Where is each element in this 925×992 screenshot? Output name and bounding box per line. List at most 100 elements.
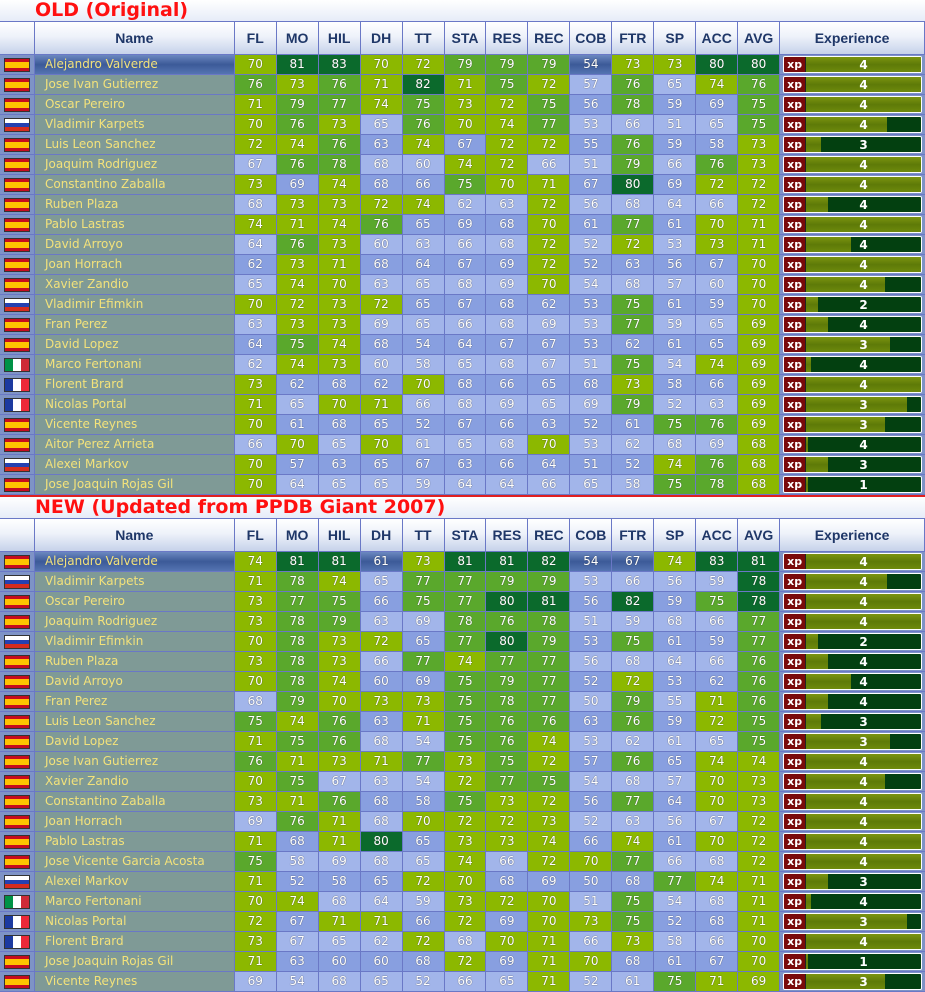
column-header-flag[interactable]: [0, 22, 35, 54]
rider-row[interactable]: Constantino Zaballa 73 69 74 68 66 75 70 71 67 80 6…: [0, 175, 925, 195]
rider-row[interactable]: David Arroyo 70 78 74 60 69 75 79 77 52 72 53 62 76 xp…: [0, 672, 925, 692]
rider-name[interactable]: Jose Joaquin Rojas Gil: [34, 475, 235, 494]
rider-row[interactable]: Nicolas Portal 72 67 71 71 66 72 69 70 73 75 52 68 71…: [0, 912, 925, 932]
rider-row[interactable]: Jose Joaquin Rojas Gil 71 63 60 60 68 72 69 71 70…: [0, 952, 925, 972]
column-header-experience[interactable]: Experience: [780, 22, 925, 54]
rider-row[interactable]: Luis Leon Sanchez 75 74 76 63 71 75 76 76 63 76 59 7…: [0, 712, 925, 732]
rider-name[interactable]: Alejandro Valverde: [34, 55, 235, 74]
rider-name[interactable]: Fran Perez: [34, 315, 235, 334]
rider-row[interactable]: Fran Perez 68 79 70 73 73 75 78 77 50 79 55 71 76 xp 4: [0, 692, 925, 712]
column-header-ftr[interactable]: FTR: [612, 519, 655, 551]
column-header-acc[interactable]: ACC: [696, 22, 739, 54]
column-header-sp[interactable]: SP: [654, 519, 697, 551]
rider-row[interactable]: Alejandro Valverde 70 81 83 70 72 79 79 79 54 73 73…: [0, 55, 925, 75]
rider-row[interactable]: Aitor Perez Arrieta 66 70 65 70 61 65 68 70 53 62 6…: [0, 435, 925, 455]
rider-row[interactable]: Xavier Zandio 65 74 70 63 65 68 69 70 54 68 57 60 70 x…: [0, 275, 925, 295]
rider-row[interactable]: Jose Joaquin Rojas Gil 70 64 65 65 59 64 64 66 65…: [0, 475, 925, 495]
rider-row[interactable]: Alexei Markov 71 52 58 65 72 70 68 69 50 68 77 74 71 x…: [0, 872, 925, 892]
rider-row[interactable]: Nicolas Portal 71 65 70 71 66 68 69 65 69 79 52 63 69…: [0, 395, 925, 415]
column-header-rec[interactable]: REC: [528, 22, 571, 54]
rider-name[interactable]: Pablo Lastras: [34, 215, 235, 234]
column-header-avg[interactable]: AVG: [738, 519, 781, 551]
column-header-hil[interactable]: HIL: [318, 22, 361, 54]
column-header-acc[interactable]: ACC: [696, 519, 739, 551]
rider-row[interactable]: Fran Perez 63 73 73 69 65 66 68 69 53 77 59 65 69 xp 4: [0, 315, 925, 335]
rider-row[interactable]: Vladimir Karpets 70 76 73 65 76 70 74 77 53 66 51 65…: [0, 115, 925, 135]
column-header-tt[interactable]: TT: [402, 519, 445, 551]
rider-name[interactable]: Joan Horrach: [34, 812, 235, 831]
rider-name[interactable]: David Lopez: [34, 335, 235, 354]
rider-row[interactable]: Jose Vicente Garcia Acosta 75 58 69 68 65 74 66…: [0, 852, 925, 872]
rider-name[interactable]: David Arroyo: [34, 235, 235, 254]
rider-name[interactable]: Fran Perez: [34, 692, 235, 711]
rider-name[interactable]: Constantino Zaballa: [34, 175, 235, 194]
rider-name[interactable]: Nicolas Portal: [34, 395, 235, 414]
rider-row[interactable]: Marco Fertonani 70 74 68 64 59 73 72 70 51 75 54 68 7…: [0, 892, 925, 912]
rider-name[interactable]: Xavier Zandio: [34, 275, 235, 294]
rider-name[interactable]: Joaquim Rodriguez: [34, 612, 235, 631]
rider-name[interactable]: Nicolas Portal: [34, 912, 235, 931]
column-header-avg[interactable]: AVG: [738, 22, 781, 54]
rider-name[interactable]: Jose Vicente Garcia Acosta: [34, 852, 235, 871]
rider-row[interactable]: Joan Horrach 62 73 71 68 64 67 69 72 52 63 56 67 70 xp…: [0, 255, 925, 275]
column-header-cob[interactable]: COB: [570, 22, 613, 54]
rider-row[interactable]: Alexei Markov 70 57 63 65 67 63 66 64 51 52 74 76 68 x…: [0, 455, 925, 475]
rider-row[interactable]: Vicente Reynes 69 54 68 65 52 66 65 71 52 61 75 71 69…: [0, 972, 925, 992]
rider-row[interactable]: Xavier Zandio 70 75 67 63 54 72 77 75 54 68 57 70 73 x…: [0, 772, 925, 792]
rider-name[interactable]: Alexei Markov: [34, 872, 235, 891]
rider-name[interactable]: Luis Leon Sanchez: [34, 712, 235, 731]
rider-name[interactable]: Constantino Zaballa: [34, 792, 235, 811]
column-header-res[interactable]: RES: [486, 22, 529, 54]
rider-name[interactable]: Aitor Perez Arrieta: [34, 435, 235, 454]
rider-row[interactable]: Vicente Reynes 70 61 68 65 52 67 66 63 52 61 75 76 69…: [0, 415, 925, 435]
rider-row[interactable]: David Lopez 64 75 74 68 54 64 67 67 53 62 61 65 69 xp 3: [0, 335, 925, 355]
rider-row[interactable]: Jose Ivan Gutierrez 76 71 73 71 77 73 75 72 57 76 6…: [0, 752, 925, 772]
rider-row[interactable]: Joaquim Rodriguez 67 76 78 68 60 74 72 66 51 79 66 7…: [0, 155, 925, 175]
rider-row[interactable]: Pablo Lastras 74 71 74 76 65 69 68 70 61 77 61 70 71 x…: [0, 215, 925, 235]
rider-row[interactable]: Oscar Pereiro 73 77 75 66 75 77 80 81 56 82 59 75 78 x…: [0, 592, 925, 612]
column-header-sp[interactable]: SP: [654, 22, 697, 54]
rider-name[interactable]: Vladimir Efimkin: [34, 632, 235, 651]
column-header-tt[interactable]: TT: [402, 22, 445, 54]
rider-name[interactable]: Pablo Lastras: [34, 832, 235, 851]
rider-row[interactable]: Marco Fertonani 62 74 73 60 58 65 68 67 51 75 54 74 6…: [0, 355, 925, 375]
rider-row[interactable]: Florent Brard 73 67 65 62 72 68 70 71 66 73 58 66 70 x…: [0, 932, 925, 952]
rider-name[interactable]: Vladimir Karpets: [34, 572, 235, 591]
rider-name[interactable]: Oscar Pereiro: [34, 592, 235, 611]
column-header-mo[interactable]: MO: [276, 519, 319, 551]
rider-name[interactable]: Florent Brard: [34, 375, 235, 394]
column-header-hil[interactable]: HIL: [318, 519, 361, 551]
rider-row[interactable]: Ruben Plaza 68 73 73 72 74 62 63 72 56 68 64 66 72 xp 4: [0, 195, 925, 215]
column-header-fl[interactable]: FL: [234, 519, 277, 551]
rider-row[interactable]: Jose Ivan Gutierrez 76 73 76 71 82 71 75 72 57 76 6…: [0, 75, 925, 95]
rider-name[interactable]: Jose Joaquin Rojas Gil: [34, 952, 235, 971]
column-header-name[interactable]: Name: [34, 519, 235, 551]
column-header-res[interactable]: RES: [486, 519, 529, 551]
rider-row[interactable]: Vladimir Efimkin 70 78 73 72 65 77 80 79 53 75 61 59…: [0, 632, 925, 652]
column-header-flag[interactable]: [0, 519, 35, 551]
rider-row[interactable]: Vladimir Efimkin 70 72 73 72 65 67 68 62 53 75 61 59…: [0, 295, 925, 315]
rider-row[interactable]: Pablo Lastras 71 68 71 80 65 73 73 74 66 74 61 70 72 x…: [0, 832, 925, 852]
rider-name[interactable]: Xavier Zandio: [34, 772, 235, 791]
column-header-ftr[interactable]: FTR: [612, 22, 655, 54]
column-header-rec[interactable]: REC: [528, 519, 571, 551]
rider-row[interactable]: Joaquim Rodriguez 73 78 79 63 69 78 76 78 51 59 68 6…: [0, 612, 925, 632]
rider-row[interactable]: Oscar Pereiro 71 79 77 74 75 73 72 75 56 78 59 69 75 x…: [0, 95, 925, 115]
rider-row[interactable]: Ruben Plaza 73 78 73 66 77 74 77 77 56 68 64 66 76 xp 4: [0, 652, 925, 672]
column-header-sta[interactable]: STA: [444, 519, 487, 551]
rider-name[interactable]: Luis Leon Sanchez: [34, 135, 235, 154]
rider-name[interactable]: Jose Ivan Gutierrez: [34, 752, 235, 771]
rider-name[interactable]: Vladimir Efimkin: [34, 295, 235, 314]
column-header-dh[interactable]: DH: [360, 519, 403, 551]
rider-name[interactable]: Marco Fertonani: [34, 892, 235, 911]
rider-name[interactable]: Joan Horrach: [34, 255, 235, 274]
rider-row[interactable]: Florent Brard 73 62 68 62 70 68 66 65 68 73 58 66 69 x…: [0, 375, 925, 395]
rider-name[interactable]: Vicente Reynes: [34, 972, 235, 991]
column-header-cob[interactable]: COB: [570, 519, 613, 551]
column-header-sta[interactable]: STA: [444, 22, 487, 54]
rider-name[interactable]: Alexei Markov: [34, 455, 235, 474]
rider-row[interactable]: David Arroyo 64 76 73 60 63 66 68 72 52 72 53 73 71 xp…: [0, 235, 925, 255]
rider-name[interactable]: Oscar Pereiro: [34, 95, 235, 114]
rider-name[interactable]: Vicente Reynes: [34, 415, 235, 434]
column-header-name[interactable]: Name: [34, 22, 235, 54]
